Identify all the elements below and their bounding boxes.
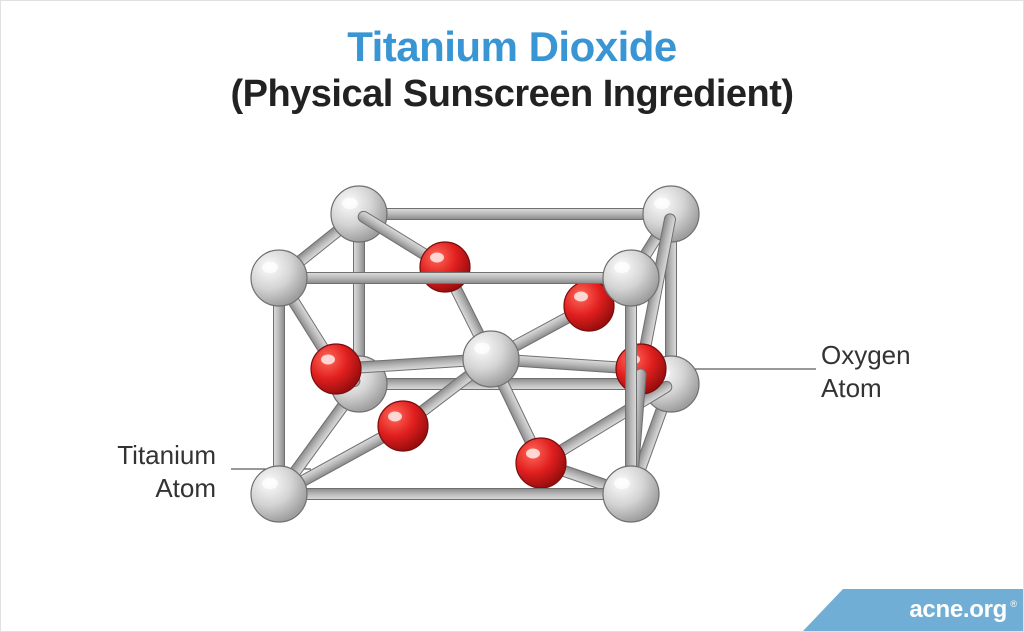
oxygen-atom-sphere — [420, 242, 470, 292]
titanium-label-line2: Atom — [155, 473, 216, 503]
oxygen-atom-sphere — [311, 344, 361, 394]
watermark-text: acne.org — [909, 596, 1007, 624]
titanium-atom-sphere — [463, 331, 519, 387]
titanium-atom-label: Titanium Atom — [96, 439, 216, 504]
bond — [279, 489, 631, 500]
molecule-diagram — [1, 1, 1024, 632]
oxygen-atom-label: Oxygen Atom — [821, 339, 911, 404]
watermark: acne.org ® — [803, 589, 1023, 631]
bond — [274, 278, 285, 494]
oxygen-label-line1: Oxygen — [821, 340, 911, 370]
titanium-atom-sphere — [603, 250, 659, 306]
registered-icon: ® — [1010, 599, 1017, 609]
bond — [626, 278, 637, 494]
oxygen-atom-sphere — [516, 438, 566, 488]
bond — [279, 273, 631, 284]
titanium-atom-sphere — [251, 250, 307, 306]
infographic-canvas: Titanium Dioxide (Physical Sunscreen Ing… — [0, 0, 1024, 632]
bond — [359, 209, 671, 220]
oxygen-atom-sphere — [378, 401, 428, 451]
titanium-atom-sphere — [251, 466, 307, 522]
titanium-atom-sphere — [603, 466, 659, 522]
oxygen-label-line2: Atom — [821, 373, 882, 403]
titanium-label-line1: Titanium — [117, 440, 216, 470]
